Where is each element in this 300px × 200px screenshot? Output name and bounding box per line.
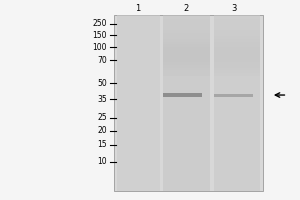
Bar	[164, 68, 210, 70]
Bar	[164, 27, 210, 30]
Bar	[117, 15, 160, 191]
Bar	[214, 36, 260, 39]
Bar	[214, 70, 260, 73]
Bar	[214, 68, 260, 70]
Bar	[164, 65, 210, 68]
Bar	[164, 24, 210, 27]
Bar	[214, 39, 260, 42]
Text: 250: 250	[92, 19, 107, 28]
Bar	[214, 50, 260, 53]
Bar	[164, 53, 210, 56]
Bar	[164, 93, 202, 97]
Bar	[164, 56, 210, 59]
Text: 100: 100	[92, 43, 107, 52]
Bar	[214, 65, 260, 68]
Bar	[164, 21, 210, 24]
Bar	[164, 30, 210, 33]
Text: 150: 150	[92, 31, 107, 40]
Bar	[214, 56, 260, 59]
Text: 15: 15	[97, 140, 107, 149]
Bar	[214, 42, 260, 44]
Bar	[214, 47, 260, 50]
Bar	[214, 21, 260, 24]
Bar	[164, 19, 210, 21]
Text: 25: 25	[97, 113, 107, 122]
Text: 2: 2	[183, 4, 188, 13]
Text: 70: 70	[97, 56, 107, 65]
Bar	[214, 62, 260, 65]
Bar	[214, 94, 253, 97]
Text: 35: 35	[97, 95, 107, 104]
Bar	[214, 27, 260, 30]
Bar	[214, 73, 260, 76]
Bar	[164, 36, 210, 39]
Bar	[164, 47, 210, 50]
Bar	[114, 15, 263, 191]
Bar	[164, 39, 210, 42]
Text: 10: 10	[97, 157, 107, 166]
Bar	[214, 30, 260, 33]
Bar	[164, 42, 210, 44]
Bar	[214, 53, 260, 56]
Bar	[164, 50, 210, 53]
Text: 3: 3	[231, 4, 236, 13]
Bar	[214, 15, 260, 191]
Bar	[164, 15, 210, 191]
Bar	[214, 59, 260, 62]
Bar	[164, 44, 210, 47]
Bar	[214, 19, 260, 21]
Bar	[164, 33, 210, 36]
Text: 50: 50	[97, 79, 107, 88]
Bar	[164, 70, 210, 73]
Bar	[164, 62, 210, 65]
Bar	[214, 24, 260, 27]
Bar	[164, 73, 210, 76]
Text: 20: 20	[97, 126, 107, 135]
Text: 1: 1	[135, 4, 141, 13]
Bar	[164, 59, 210, 62]
Bar	[214, 33, 260, 36]
Bar	[214, 44, 260, 47]
